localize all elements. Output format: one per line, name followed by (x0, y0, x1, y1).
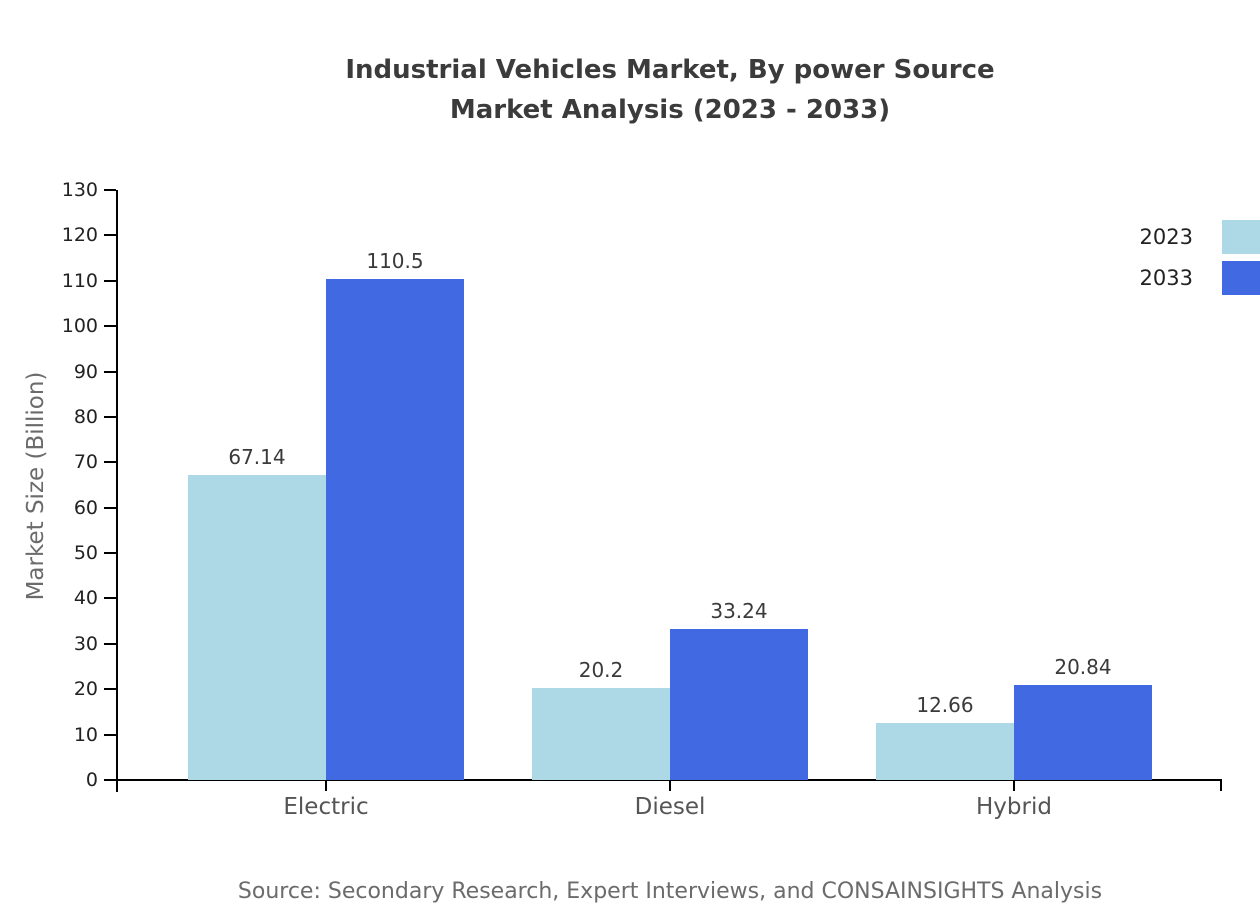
x-tick-label-diesel: Diesel (634, 794, 706, 820)
value-label-2023-diesel: 20.2 (578, 658, 624, 683)
y-tick-mark-100 (104, 325, 116, 328)
x-tick-label-electric: Electric (283, 794, 369, 820)
legend-item-2023: 2023 (1100, 220, 1260, 254)
bar-2033-hybrid (1014, 685, 1152, 780)
x-tick-mark-diesel (669, 781, 671, 791)
value-label-2023-electric: 67.14 (228, 445, 286, 470)
y-tick-mark-80 (104, 415, 116, 418)
legend-label-2023: 2023 (1139, 225, 1193, 249)
y-tick-label-110: 110 (61, 269, 98, 292)
y-tick-label-80: 80 (73, 405, 98, 428)
legend-swatch-2033 (1222, 261, 1260, 295)
y-tick-mark-30 (104, 642, 116, 645)
chart-title-line2: Market Analysis (2023 - 2033) (449, 95, 891, 125)
y-tick-label-120: 120 (61, 224, 98, 247)
y-tick-mark-110 (104, 279, 116, 282)
chart-title: Industrial Vehicles Market, By power Sou… (118, 50, 1222, 130)
y-axis-line (116, 190, 118, 792)
y-tick-label-100: 100 (61, 315, 98, 338)
legend-label-2033: 2033 (1139, 266, 1193, 290)
y-tick-mark-20 (104, 688, 116, 691)
y-tick-mark-120 (104, 234, 116, 237)
plot-area: 0 10 20 30 40 50 60 70 80 90 100 110 120 130 Electric D… (62, 179, 1222, 820)
legend-swatch-2023 (1222, 220, 1260, 254)
y-tick-mark-40 (104, 597, 116, 600)
y-tick-mark-0 (104, 779, 116, 781)
y-tick-label-60: 60 (73, 496, 98, 519)
x-axis-end-tick (1220, 781, 1222, 791)
y-tick-label-90: 90 (73, 360, 98, 383)
value-label-2033-diesel: 33.24 (710, 599, 768, 624)
y-tick-mark-90 (104, 370, 116, 373)
y-tick-label-20: 20 (73, 678, 98, 701)
bar-2033-electric (326, 278, 464, 780)
x-tick-label-hybrid: Hybrid (976, 794, 1052, 820)
y-tick-mark-50 (104, 552, 116, 555)
y-tick-label-10: 10 (73, 723, 98, 746)
x-axis-line (116, 779, 1222, 781)
y-tick-label-30: 30 (73, 632, 98, 655)
y-tick-label-70: 70 (73, 451, 98, 474)
y-tick-label-130: 130 (61, 179, 98, 201)
source-note: Source: Secondary Research, Expert Inter… (237, 879, 1103, 904)
bar-2023-electric (188, 475, 326, 780)
bar-2033-diesel (670, 629, 808, 780)
value-label-2033-hybrid: 20.84 (1054, 655, 1112, 680)
x-tick-mark-hybrid (1013, 781, 1015, 791)
legend-item-2033: 2033 (1100, 261, 1260, 295)
y-tick-mark-10 (104, 733, 116, 736)
value-label-2033-electric: 110.5 (366, 248, 424, 273)
bar-2023-diesel (532, 688, 670, 780)
y-tick-mark-70 (104, 461, 116, 464)
y-tick-mark-60 (104, 506, 116, 509)
y-tick-label-50: 50 (73, 542, 98, 565)
bar-2023-hybrid (876, 722, 1014, 780)
y-tick-mark-130 (104, 189, 116, 191)
value-label-2023-hybrid: 12.66 (916, 692, 974, 717)
chart-title-line1: Industrial Vehicles Market, By power Sou… (345, 55, 995, 85)
y-tick-label-0: 0 (85, 769, 98, 791)
x-tick-mark-electric (325, 781, 327, 791)
y-tick-label-40: 40 (73, 587, 98, 610)
